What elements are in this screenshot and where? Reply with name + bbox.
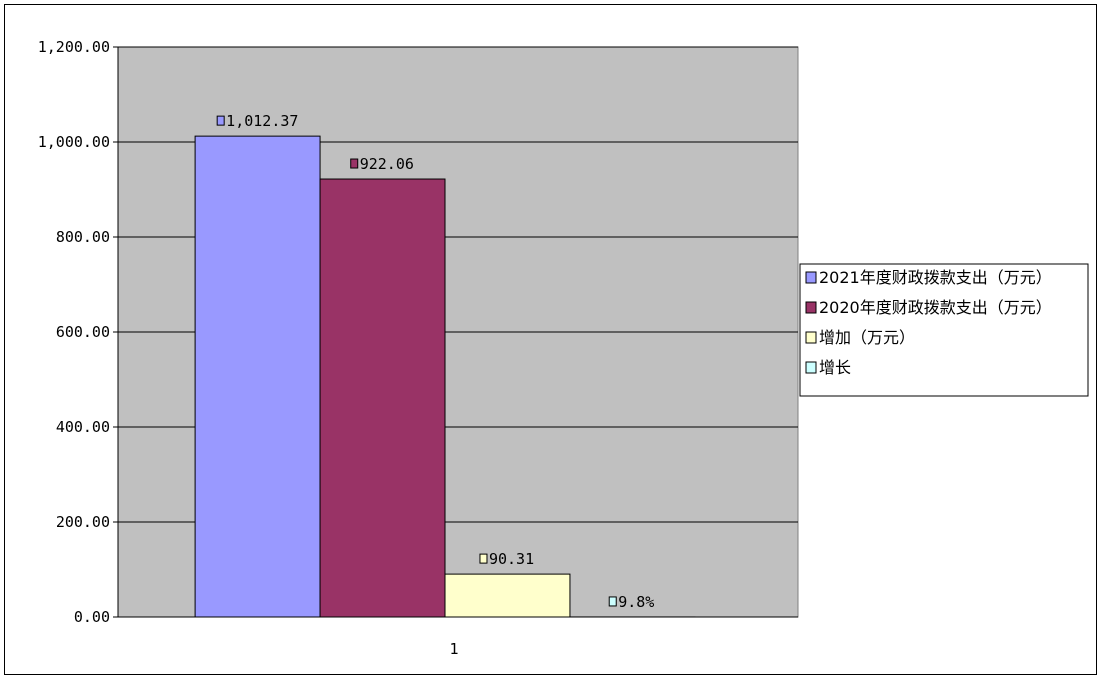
- data-label-key: [350, 158, 359, 169]
- legend-swatch: [805, 331, 817, 344]
- legend-box: [799, 263, 1089, 397]
- y-tick-label: 1,000.00: [38, 133, 110, 151]
- data-label-key: [479, 553, 488, 564]
- data-label: 1,012.37: [226, 112, 298, 130]
- data-label: 9.8%: [618, 593, 654, 611]
- data-label-key: [608, 596, 617, 607]
- y-tick-label: 200.00: [56, 513, 110, 531]
- y-tick-label: 1,200.00: [38, 38, 110, 56]
- legend-label: 增长: [819, 358, 851, 377]
- legend-swatch: [805, 361, 817, 374]
- legend-label: 增加（万元）: [819, 328, 915, 347]
- data-label-key: [216, 115, 225, 126]
- legend: 2021年度财政拨款支出（万元） 2020年度财政拨款支出（万元） 增加（万元） 增长: [799, 263, 1089, 397]
- bar: [194, 135, 321, 618]
- bar: [319, 178, 446, 618]
- y-tick-label: 400.00: [56, 418, 110, 436]
- data-label: 922.06: [360, 155, 414, 173]
- bar: [444, 573, 571, 618]
- y-tick-label: 600.00: [56, 323, 110, 341]
- legend-swatch: [805, 301, 817, 314]
- x-tick-label: 1: [449, 640, 458, 658]
- y-tick-label: 0.00: [74, 608, 110, 626]
- legend-label: 2020年度财政拨款支出（万元）: [819, 298, 1052, 317]
- y-tick-label: 800.00: [56, 228, 110, 246]
- legend-label: 2021年度财政拨款支出（万元）: [819, 268, 1052, 287]
- data-label: 90.31: [489, 550, 534, 568]
- legend-swatch: [805, 271, 817, 284]
